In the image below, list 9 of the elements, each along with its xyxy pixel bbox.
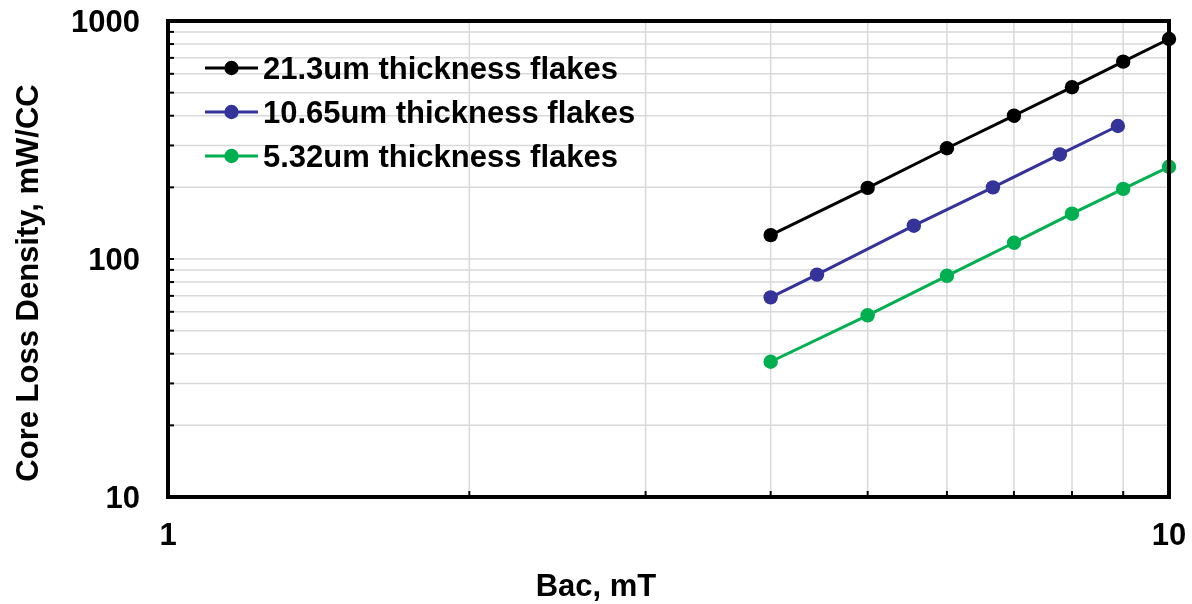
y-tick-label: 100 — [88, 241, 140, 277]
legend-label: 10.65um thickness flakes — [263, 94, 636, 130]
y-tick-label: 1000 — [71, 3, 140, 39]
x-axis-title: Bac, mT — [535, 568, 657, 603]
legend-label: 5.32um thickness flakes — [263, 138, 618, 174]
x-tick-label: 1 — [159, 517, 177, 552]
y-tick-label: 10 — [105, 479, 140, 515]
y-axis-title: Core Loss Density, mW/CC — [10, 84, 45, 482]
legend-label: 21.3um thickness flakes — [263, 50, 618, 86]
